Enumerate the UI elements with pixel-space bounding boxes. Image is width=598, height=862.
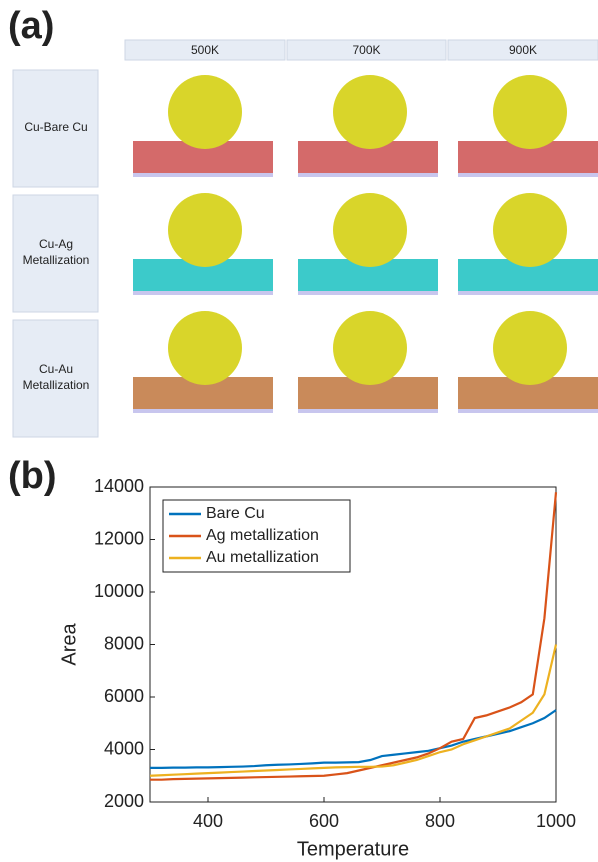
page: (a) (b) 500K 700K 900K Cu-Bare Cu Cu-Ag Metal… [0, 0, 598, 862]
y-tick-label: 8000 [104, 633, 144, 653]
y-tick-label: 12000 [94, 528, 144, 548]
panel-label: (b) [8, 455, 57, 497]
y-axis-label: Area [58, 623, 80, 666]
x-tick-label: 400 [193, 811, 223, 831]
column-label: 500K [191, 43, 219, 57]
droplet [493, 311, 567, 385]
droplet [493, 75, 567, 149]
panel-label: (a) [8, 5, 54, 47]
row-label: Cu-Bare Cu [24, 120, 87, 134]
substrate-base [133, 409, 273, 413]
substrate-base [298, 291, 438, 295]
droplet [168, 193, 242, 267]
column-label: 900K [509, 43, 537, 57]
figure: (a) (b) 500K 700K 900K Cu-Bare Cu Cu-Ag Metal… [0, 0, 598, 862]
droplet [333, 311, 407, 385]
legend-label: Ag metallization [206, 527, 319, 544]
substrate-base [458, 173, 598, 177]
substrate-base [458, 291, 598, 295]
y-tick-label: 6000 [104, 686, 144, 706]
substrate-base [298, 173, 438, 177]
droplet [333, 75, 407, 149]
x-tick-label: 600 [309, 811, 339, 831]
row-label: Cu-Ag [39, 237, 73, 251]
substrate-base [133, 173, 273, 177]
row-label: Cu-Au [39, 362, 73, 376]
y-tick-label: 4000 [104, 738, 144, 758]
substrate-base [133, 291, 273, 295]
droplet [168, 311, 242, 385]
y-tick-label: 2000 [104, 791, 144, 811]
row-label: Metallization [23, 378, 90, 392]
row-label: Metallization [23, 253, 90, 267]
y-tick-label: 14000 [94, 476, 144, 496]
legend-label: Au metallization [206, 549, 319, 566]
substrate-base [458, 409, 598, 413]
x-axis-label: Temperature [297, 838, 409, 860]
substrate-base [298, 409, 438, 413]
legend-label: Bare Cu [206, 505, 265, 522]
x-tick-label: 800 [425, 811, 455, 831]
droplet [493, 193, 567, 267]
column-label: 700K [352, 43, 380, 57]
droplet [168, 75, 242, 149]
x-tick-label: 1000 [536, 811, 576, 831]
y-tick-label: 10000 [94, 581, 144, 601]
droplet [333, 193, 407, 267]
